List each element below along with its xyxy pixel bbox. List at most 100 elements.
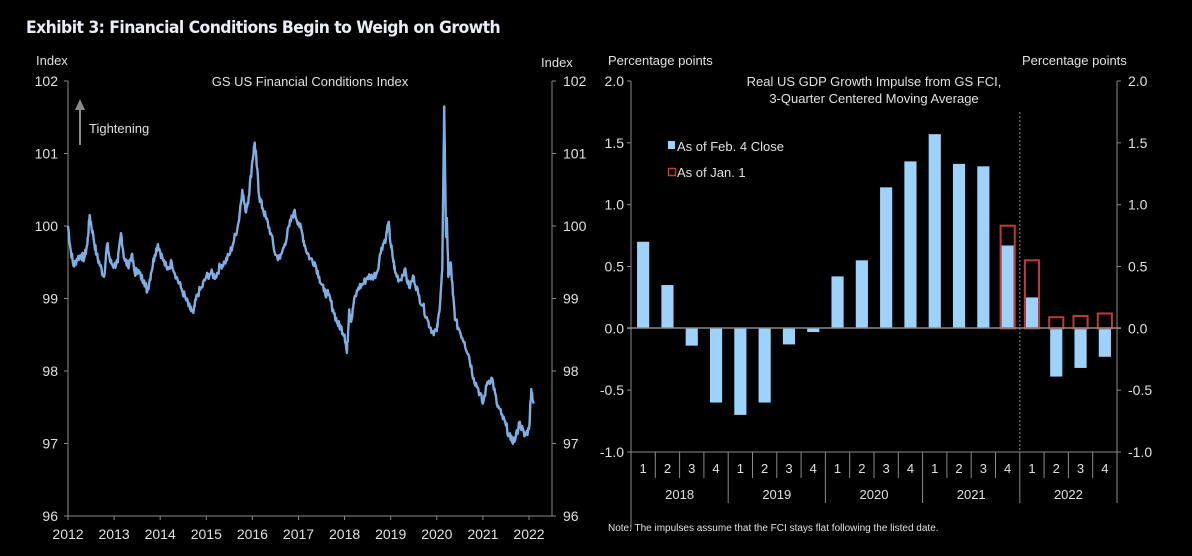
bar-feb4: [904, 161, 917, 329]
bar-feb4: [709, 328, 723, 403]
left-ytick-label: 98: [42, 363, 58, 379]
quarter-label: 4: [810, 461, 817, 476]
xtick-label: 2019: [375, 526, 406, 542]
bar-feb4: [1050, 328, 1063, 377]
quarter-label: 3: [785, 461, 792, 476]
bar-right-ytick-label: 0.0: [1128, 320, 1148, 336]
bar-feb4: [928, 134, 941, 329]
year-label: 2019: [762, 487, 791, 502]
left-ytick-label: 97: [42, 436, 58, 452]
quarter-label: 3: [1077, 461, 1084, 476]
quarter-label: 2: [858, 461, 865, 476]
left-axis-label: Index: [36, 53, 68, 68]
xtick-label: 2018: [329, 526, 360, 542]
quarter-label: 3: [980, 461, 987, 476]
quarter-label: 1: [1028, 461, 1035, 476]
bar-right-ytick-label: -0.5: [1128, 382, 1152, 398]
bar-chart-title-line2: 3-Quarter Centered Moving Average: [769, 91, 978, 106]
tightening-annotation: Tightening: [89, 121, 149, 136]
quarter-label: 3: [883, 461, 890, 476]
left-ytick-label: 96: [42, 508, 58, 524]
xtick-label: 2016: [237, 526, 268, 542]
bar-feb4: [807, 328, 820, 333]
left-chart-title: GS US Financial Conditions Index: [212, 74, 409, 89]
xtick-label: 2015: [191, 526, 222, 542]
quarter-label: 1: [931, 461, 938, 476]
tightening-arrow-icon: [75, 99, 85, 145]
footnote: Note: The impulses assume that the FCI s…: [608, 523, 939, 534]
quarter-label: 4: [1004, 461, 1011, 476]
quarter-label: 1: [640, 461, 647, 476]
year-label: 2021: [957, 487, 986, 502]
quarter-label: 1: [834, 461, 841, 476]
right-ytick-label: 102: [563, 73, 587, 89]
bar-left-ytick-label: -0.5: [600, 382, 624, 398]
bar-feb4: [661, 285, 674, 329]
bar-jan1-outline: [1048, 316, 1065, 330]
right-ytick-label: 98: [563, 363, 579, 379]
year-label: 2022: [1054, 487, 1083, 502]
xtick-label: 2012: [52, 526, 83, 542]
quarter-label: 4: [907, 461, 914, 476]
bar-jan1-outline: [1072, 314, 1089, 330]
fci-line-chart: Index Index GS US Financial Conditions I…: [35, 53, 587, 542]
right-axis-label: Index: [541, 55, 573, 70]
xtick-label: 2014: [145, 526, 176, 542]
bar-feb4: [734, 328, 747, 415]
quarter-label: 2: [664, 461, 671, 476]
quarter-label: 2: [955, 461, 962, 476]
xtick-label: 2021: [467, 526, 498, 542]
bar-left-ytick-label: 2.0: [605, 73, 625, 89]
bar-feb4: [758, 328, 771, 403]
year-label: 2018: [665, 487, 694, 502]
bar-feb4: [855, 260, 868, 329]
bar-right-ytick-label: -1.0: [1128, 444, 1152, 460]
bar-right-ytick-label: 2.0: [1128, 73, 1148, 89]
bar-right-ytick-label: 1.5: [1128, 135, 1148, 151]
left-ytick-label: 100: [35, 218, 59, 234]
legend-label-feb4: As of Feb. 4 Close: [677, 139, 784, 154]
left-ytick-label: 102: [35, 73, 59, 89]
quarter-label: 2: [1053, 461, 1060, 476]
year-label: 2020: [860, 487, 889, 502]
xtick-label: 2013: [99, 526, 130, 542]
quarter-label: 2: [761, 461, 768, 476]
bar-feb4: [782, 328, 796, 345]
bar-feb4: [637, 241, 650, 329]
bar-left-ytick-label: 1.0: [605, 197, 625, 213]
bar-chart-title-line1: Real US GDP Growth Impulse from GS FCI,: [747, 74, 1002, 89]
quarter-label: 3: [688, 461, 695, 476]
bar-left-ytick-label: 0.0: [605, 320, 625, 336]
legend-swatch-jan1: [667, 167, 677, 177]
bar-left-ytick-label: 1.5: [605, 135, 625, 151]
fci-series-line: [66, 105, 535, 445]
bar-feb4: [1025, 297, 1039, 329]
xtick-label: 2020: [421, 526, 452, 542]
gdp-impulse-bar-chart: Percentage points Percentage points Real…: [600, 53, 1152, 534]
quarter-label: 4: [1101, 461, 1108, 476]
bar-feb4: [880, 187, 893, 329]
right-ytick-label: 96: [563, 508, 579, 524]
bar-right-axis-label: Percentage points: [1022, 53, 1127, 68]
right-ytick-label: 97: [563, 436, 579, 452]
bar-feb4: [952, 163, 966, 329]
bar-right-ytick-label: 0.5: [1128, 259, 1148, 275]
legend: As of Feb. 4 Close As of Jan. 1: [667, 139, 784, 180]
quarter-label: 4: [712, 461, 719, 476]
bar-jan1-outline: [1096, 312, 1113, 330]
bar-left-axis-label: Percentage points: [608, 53, 713, 68]
exhibit-title: Exhibit 3: Financial Conditions Begin to…: [26, 18, 501, 38]
left-ytick-label: 101: [35, 146, 59, 162]
bar-feb4: [977, 166, 990, 329]
bar-feb4: [1001, 245, 1014, 329]
bar-left-ytick-label: -1.0: [600, 444, 624, 460]
bar-feb4: [1098, 328, 1111, 357]
legend-swatch-feb4: [668, 141, 675, 149]
bar-feb4: [831, 276, 844, 329]
bar-feb4: [1074, 328, 1087, 368]
bar-right-ytick-label: 1.0: [1128, 197, 1148, 213]
legend-label-jan1: As of Jan. 1: [677, 165, 746, 180]
right-ytick-label: 99: [563, 291, 579, 307]
quarter-label: 1: [737, 461, 744, 476]
